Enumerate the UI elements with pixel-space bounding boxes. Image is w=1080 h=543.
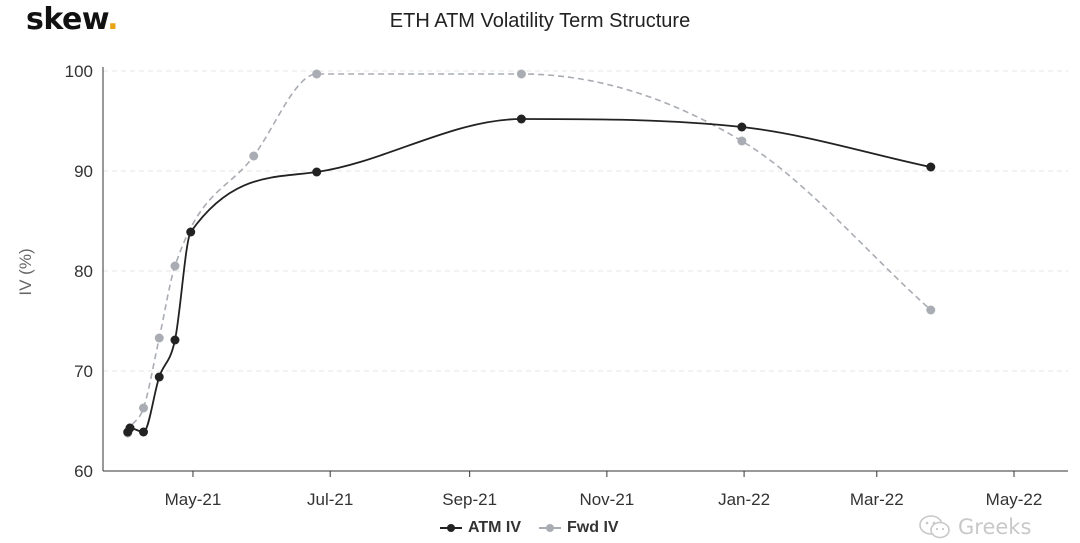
data-point-atm-iv (516, 114, 526, 124)
chart-legend: ATM IV Fwd IV (440, 519, 619, 537)
data-point-atm-iv (138, 427, 148, 437)
series-line-fwd-iv (127, 73, 932, 434)
x-tick-label: May-22 (986, 490, 1043, 509)
series-line-atm-iv (126, 118, 931, 433)
data-point-atm-iv (170, 335, 180, 345)
legend-swatch-atm-iv (440, 522, 462, 534)
x-tick-label: Sep-21 (442, 490, 497, 509)
y-tick-label: 70 (74, 362, 93, 381)
data-point-fwd-iv (737, 136, 747, 146)
data-point-atm-iv (186, 227, 196, 237)
data-point-fwd-iv (138, 403, 148, 413)
data-point-fwd-iv (170, 261, 180, 271)
data-point-atm-iv (125, 423, 135, 433)
data-point-fwd-iv (516, 69, 526, 79)
data-point-atm-iv (737, 122, 747, 132)
watermark: Greeks (918, 514, 1031, 540)
legend-label-atm-iv: ATM IV (468, 519, 522, 536)
data-point-atm-iv (926, 162, 936, 172)
data-point-fwd-iv (154, 333, 164, 343)
x-tick-label: Nov-21 (579, 490, 634, 509)
wechat-icon (919, 515, 950, 539)
data-point-fwd-iv (312, 69, 322, 79)
x-tick-label: Mar-22 (850, 490, 904, 509)
x-tick-label: Jan-22 (718, 490, 770, 509)
data-point-fwd-iv (249, 151, 259, 161)
chart-title: ETH ATM Volatility Term Structure (389, 10, 691, 32)
y-tick-label: 60 (74, 462, 93, 481)
data-point-atm-iv (154, 372, 164, 382)
legend-label-fwd-iv: Fwd IV (567, 519, 619, 536)
y-tick-label: 100 (65, 62, 93, 81)
watermark-text: Greeks (958, 515, 1032, 539)
data-point-fwd-iv (926, 305, 936, 315)
legend-item-atm-iv[interactable]: ATM IV (440, 519, 521, 537)
data-point-atm-iv (312, 167, 322, 177)
x-tick-label: Jul-21 (307, 490, 353, 509)
skew-logo: skew. (26, 2, 119, 37)
y-tick-label: 90 (74, 162, 93, 181)
legend-swatch-fwd-iv (539, 522, 562, 534)
y-tick-label: 80 (74, 262, 93, 281)
legend-item-fwd-iv[interactable]: Fwd IV (539, 519, 619, 537)
x-tick-label: May-21 (165, 490, 222, 509)
